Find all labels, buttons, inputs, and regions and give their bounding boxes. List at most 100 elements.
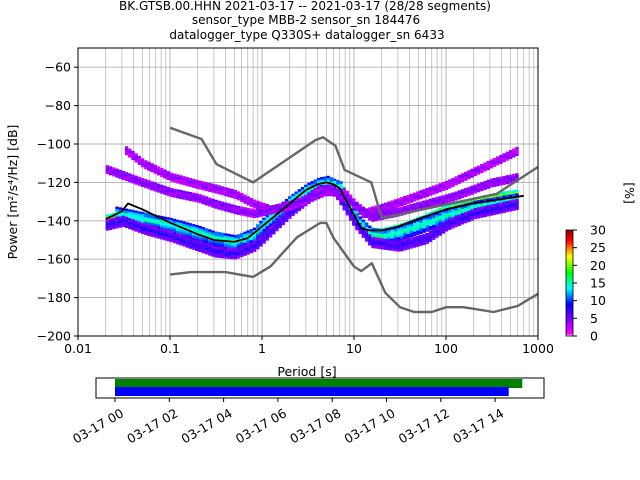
- density-cell: [464, 194, 468, 197]
- density-cell: [128, 177, 132, 181]
- density-cell: [470, 213, 474, 217]
- density-cell: [284, 201, 289, 204]
- density-cell: [211, 241, 215, 244]
- density-cell: [326, 184, 330, 187]
- density-cell: [502, 210, 506, 213]
- density-cell: [201, 229, 206, 232]
- density-cell: [204, 186, 209, 189]
- density-cell: [316, 187, 321, 190]
- density-cell: [278, 219, 282, 222]
- density-cell: [262, 230, 266, 234]
- density-cell: [496, 181, 500, 184]
- density-cell: [179, 222, 183, 226]
- density-cell: [265, 214, 270, 218]
- density-cell: [188, 194, 193, 197]
- density-cell: [131, 178, 135, 182]
- density-cell: [259, 204, 263, 207]
- density-cell: [412, 224, 417, 228]
- density-cell: [425, 222, 430, 225]
- density-cell: [201, 233, 206, 237]
- density-cell: [345, 204, 350, 207]
- density-cell: [313, 179, 318, 182]
- density-cell: [214, 206, 218, 209]
- density-cell: [195, 248, 199, 251]
- density-cell: [272, 214, 276, 217]
- density-cell: [425, 235, 430, 238]
- density-cell: [435, 184, 439, 187]
- density-cell: [320, 184, 324, 188]
- density-cell: [486, 161, 490, 164]
- density-cell: [118, 225, 122, 228]
- density-cell: [348, 216, 353, 219]
- density-cell: [496, 201, 500, 204]
- density-cell: [249, 197, 254, 201]
- density-cell: [179, 194, 183, 197]
- density-cell: [390, 236, 394, 239]
- density-cell: [137, 215, 142, 219]
- density-cell: [227, 190, 231, 193]
- noise-model-curve: [169, 221, 538, 314]
- density-cell: [393, 208, 398, 211]
- density-cell: [217, 234, 222, 237]
- density-cell: [198, 245, 202, 248]
- density-cell: [441, 195, 446, 198]
- density-cell: [112, 222, 116, 225]
- density-cell: [435, 221, 439, 224]
- density-cell: [451, 221, 455, 225]
- density-cell: [214, 253, 218, 256]
- density-cell: [185, 183, 190, 187]
- density-cell: [390, 211, 394, 214]
- density-cell: [438, 202, 442, 206]
- density-cell: [368, 207, 372, 210]
- density-cell: [435, 231, 439, 234]
- density-cell: [425, 213, 430, 216]
- density-cell: [233, 209, 238, 212]
- density-cell: [160, 220, 164, 223]
- density-cell: [140, 216, 145, 219]
- density-cell: [441, 197, 446, 200]
- density-cell: [233, 241, 238, 245]
- density-cell: [345, 196, 350, 199]
- density-cell: [224, 202, 228, 205]
- density-cell: [288, 196, 292, 199]
- density-cell: [105, 223, 110, 227]
- density-cell: [291, 204, 295, 207]
- density-cell: [432, 222, 436, 225]
- title-line-1: BK.GTSB.00.HHN 2021-03-17 -- 2021-03-17 …: [119, 0, 491, 13]
- x-tick-label: 1: [258, 341, 266, 356]
- density-cell: [396, 198, 401, 201]
- density-cell: [467, 172, 471, 175]
- density-cell: [220, 249, 225, 252]
- density-cell: [470, 218, 474, 221]
- density-cell: [105, 171, 110, 175]
- density-cell: [393, 212, 398, 215]
- density-cell: [454, 202, 458, 205]
- density-cell: [156, 190, 161, 193]
- density-cell: [390, 246, 394, 249]
- density-cell: [400, 242, 404, 245]
- density-cell: [454, 208, 458, 211]
- density-cell: [310, 181, 314, 184]
- density-cell: [425, 216, 430, 219]
- density-cell: [454, 191, 458, 194]
- density-cell: [320, 191, 324, 195]
- density-cell: [352, 216, 356, 220]
- density-cell: [377, 215, 382, 219]
- density-cell: [332, 187, 337, 190]
- density-cell: [124, 146, 129, 149]
- density-cell: [505, 205, 510, 208]
- density-cell: [390, 244, 394, 247]
- density-cell: [486, 186, 490, 189]
- density-cell: [185, 231, 190, 234]
- density-cell: [400, 229, 404, 232]
- density-cell: [262, 226, 266, 229]
- density-cell: [332, 184, 337, 188]
- density-cell: [492, 164, 497, 167]
- density-cell: [137, 221, 142, 224]
- density-cell: [118, 172, 122, 175]
- density-cell: [403, 223, 407, 227]
- density-cell: [396, 244, 401, 248]
- density-cell: [192, 192, 196, 196]
- density-cell: [406, 233, 410, 237]
